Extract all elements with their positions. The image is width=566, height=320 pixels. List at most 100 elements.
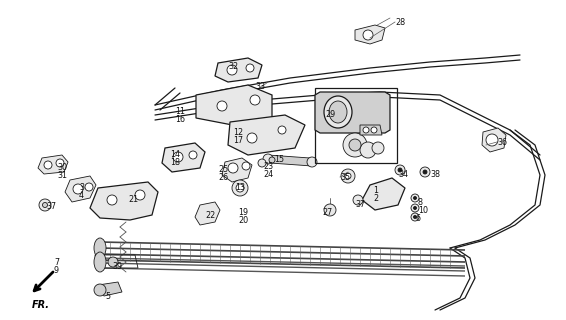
Text: 2: 2 (373, 194, 378, 203)
Text: 9: 9 (54, 266, 59, 275)
Circle shape (85, 183, 93, 191)
Circle shape (73, 184, 83, 194)
Polygon shape (98, 282, 122, 296)
Circle shape (414, 215, 417, 219)
Polygon shape (482, 128, 506, 152)
Circle shape (189, 151, 197, 159)
Text: 1: 1 (373, 186, 378, 195)
Circle shape (411, 213, 419, 221)
Text: 3: 3 (79, 183, 84, 192)
Circle shape (420, 167, 430, 177)
Circle shape (372, 142, 384, 154)
Polygon shape (228, 115, 305, 155)
Text: 13: 13 (235, 183, 245, 192)
Circle shape (269, 157, 275, 163)
Text: 22: 22 (205, 211, 215, 220)
Text: 12: 12 (233, 128, 243, 137)
Text: 33: 33 (255, 82, 265, 91)
Text: 27: 27 (322, 208, 332, 217)
Circle shape (135, 190, 145, 200)
Circle shape (371, 127, 377, 133)
Text: 21: 21 (128, 195, 138, 204)
Text: 5: 5 (105, 292, 110, 301)
Text: 35: 35 (340, 173, 350, 182)
Text: 4: 4 (79, 191, 84, 200)
Circle shape (307, 157, 317, 167)
Circle shape (486, 134, 498, 146)
Circle shape (324, 204, 336, 216)
Text: 18: 18 (170, 158, 180, 167)
Circle shape (56, 159, 64, 167)
Circle shape (349, 139, 361, 151)
Circle shape (44, 161, 52, 169)
Text: 20: 20 (238, 216, 248, 225)
Polygon shape (268, 155, 312, 166)
Text: 15: 15 (274, 155, 284, 164)
Circle shape (39, 199, 51, 211)
Polygon shape (162, 143, 205, 172)
Polygon shape (90, 182, 158, 220)
Polygon shape (315, 92, 390, 133)
Circle shape (42, 203, 48, 207)
Text: 37: 37 (355, 200, 365, 209)
Text: 28: 28 (395, 18, 405, 27)
Polygon shape (362, 178, 405, 210)
Text: 37: 37 (46, 202, 56, 211)
Circle shape (360, 142, 376, 158)
Circle shape (242, 162, 250, 170)
Text: FR.: FR. (32, 300, 50, 310)
Circle shape (343, 133, 367, 157)
Text: 38: 38 (430, 170, 440, 179)
Polygon shape (215, 58, 262, 82)
Text: 39: 39 (112, 262, 122, 271)
Text: 32: 32 (228, 62, 238, 71)
Text: 23: 23 (263, 162, 273, 171)
Text: 24: 24 (263, 170, 273, 179)
Text: 6: 6 (415, 214, 420, 223)
Circle shape (258, 159, 266, 167)
Polygon shape (360, 125, 382, 135)
Text: 36: 36 (497, 138, 507, 147)
Polygon shape (355, 25, 385, 44)
Circle shape (173, 152, 183, 162)
Text: 7: 7 (54, 258, 59, 267)
Circle shape (341, 169, 355, 183)
Ellipse shape (329, 101, 347, 123)
Text: 34: 34 (398, 170, 408, 179)
Text: 17: 17 (233, 136, 243, 145)
Circle shape (395, 165, 405, 175)
Circle shape (107, 195, 117, 205)
Text: 25: 25 (218, 165, 228, 174)
Text: 10: 10 (418, 206, 428, 215)
Circle shape (398, 168, 402, 172)
Circle shape (423, 170, 427, 174)
Text: 26: 26 (218, 173, 228, 182)
Circle shape (414, 206, 417, 210)
Circle shape (414, 196, 417, 199)
Text: 11: 11 (175, 107, 185, 116)
Circle shape (250, 95, 260, 105)
Circle shape (232, 180, 248, 196)
Circle shape (246, 64, 254, 72)
Circle shape (411, 204, 419, 212)
Text: 8: 8 (418, 198, 423, 207)
Circle shape (94, 284, 106, 296)
Text: 14: 14 (170, 150, 180, 159)
Polygon shape (222, 158, 252, 182)
Polygon shape (195, 202, 220, 225)
Circle shape (363, 127, 369, 133)
Circle shape (227, 65, 237, 75)
Circle shape (236, 184, 244, 192)
Circle shape (108, 257, 118, 267)
Polygon shape (65, 176, 96, 202)
Ellipse shape (94, 238, 106, 258)
Text: 31: 31 (57, 171, 67, 180)
Text: 29: 29 (325, 110, 335, 119)
Text: 19: 19 (238, 208, 248, 217)
Ellipse shape (324, 96, 352, 128)
Ellipse shape (94, 252, 106, 272)
Circle shape (345, 173, 351, 179)
Circle shape (228, 163, 238, 173)
Polygon shape (196, 85, 272, 128)
Circle shape (353, 195, 363, 205)
